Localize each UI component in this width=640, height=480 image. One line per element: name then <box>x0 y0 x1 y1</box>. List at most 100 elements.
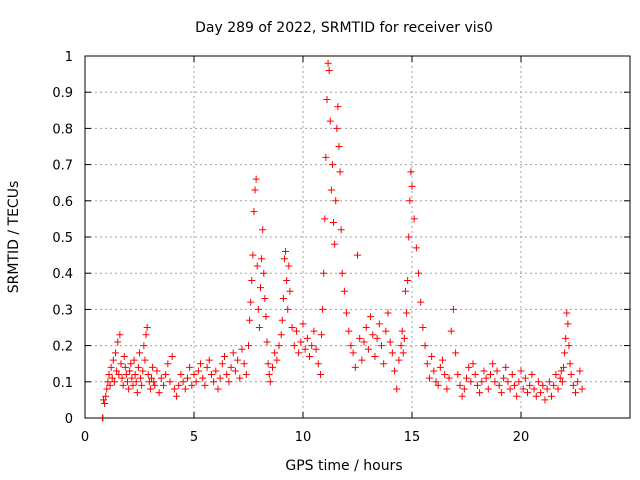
data-point <box>286 287 294 295</box>
data-point <box>428 352 436 360</box>
data-point <box>104 378 112 386</box>
data-point <box>380 360 388 368</box>
data-point <box>465 363 473 371</box>
data-point <box>528 371 536 379</box>
data-point <box>108 374 116 382</box>
data-point <box>144 371 152 379</box>
data-point <box>124 378 132 386</box>
y-tick-label: 0.8 <box>52 122 73 137</box>
data-point <box>310 327 318 335</box>
data-point <box>504 378 512 386</box>
y-tick-labels: 0 0.1 0.2 0.3 0.4 0.5 0.6 0.7 0.8 0.9 1 <box>52 50 73 427</box>
data-point <box>155 389 163 397</box>
data-point <box>537 389 545 397</box>
x-axis-label: GPS time / hours <box>285 458 402 474</box>
data-point <box>445 374 453 382</box>
y-tick-label: 0.1 <box>52 376 73 391</box>
data-point <box>328 161 336 169</box>
data-point <box>112 349 120 357</box>
data-point <box>351 363 359 371</box>
data-point <box>205 356 213 364</box>
data-point <box>210 378 218 386</box>
data-point <box>130 356 138 364</box>
data-point <box>162 371 170 379</box>
data-point <box>407 168 415 176</box>
data-point <box>141 356 149 364</box>
data-point <box>458 392 466 400</box>
data-point <box>469 360 477 368</box>
data-point <box>460 385 468 393</box>
data-point <box>534 378 542 386</box>
data-point <box>273 356 281 364</box>
data-point <box>190 371 198 379</box>
data-point <box>117 360 125 368</box>
data-point <box>218 360 226 368</box>
data-point <box>558 378 566 386</box>
data-point <box>382 327 390 335</box>
data-point <box>476 389 484 397</box>
data-point <box>532 392 540 400</box>
data-point <box>432 378 440 386</box>
data-point <box>151 381 159 389</box>
data-point <box>127 360 135 368</box>
data-point <box>415 269 423 277</box>
data-point <box>393 385 401 393</box>
data-point <box>131 371 139 379</box>
data-point <box>312 345 320 353</box>
data-point <box>175 381 183 389</box>
data-point <box>107 363 115 371</box>
data-point <box>377 342 385 350</box>
data-point <box>517 367 525 375</box>
data-point <box>105 371 113 379</box>
data-point <box>234 356 242 364</box>
data-point <box>260 269 268 277</box>
data-point <box>325 66 333 74</box>
data-point <box>324 59 332 67</box>
data-point <box>480 367 488 375</box>
data-point <box>443 385 451 393</box>
data-point <box>147 374 155 382</box>
data-point <box>567 371 575 379</box>
data-point <box>467 378 475 386</box>
data-point <box>238 345 246 353</box>
data-point <box>159 381 167 389</box>
data-point <box>106 381 114 389</box>
data-point <box>399 349 407 357</box>
data-point <box>132 378 140 386</box>
x-tick-label: 0 <box>81 430 89 445</box>
y-tick-label: 1 <box>65 50 73 65</box>
data-point <box>214 385 222 393</box>
data-point <box>168 352 176 360</box>
data-point <box>223 371 231 379</box>
data-point <box>143 324 151 331</box>
data-point <box>252 175 260 183</box>
data-point <box>574 378 582 386</box>
data-point <box>354 251 361 259</box>
data-point <box>318 331 326 339</box>
data-point <box>157 374 165 382</box>
data-point <box>408 182 416 190</box>
data-point <box>278 316 286 324</box>
data-point <box>550 381 558 389</box>
data-point <box>373 334 381 342</box>
data-point <box>471 371 479 379</box>
data-point <box>194 367 202 375</box>
x-tick-labels: 0 5 10 15 20 <box>81 430 529 445</box>
data-point <box>201 381 209 389</box>
axis-ticks <box>84 55 630 419</box>
data-point <box>146 385 154 393</box>
data-point <box>423 360 431 368</box>
data-point <box>556 374 564 382</box>
data-point <box>563 309 571 317</box>
data-point <box>436 363 444 371</box>
data-point <box>101 400 109 408</box>
data-point <box>449 305 457 313</box>
data-point <box>109 356 117 364</box>
data-point <box>401 287 409 295</box>
data-point <box>279 295 287 303</box>
data-point <box>283 276 291 284</box>
data-point <box>236 374 244 382</box>
data-point <box>330 219 338 227</box>
data-point <box>395 356 403 364</box>
data-point <box>186 363 194 371</box>
